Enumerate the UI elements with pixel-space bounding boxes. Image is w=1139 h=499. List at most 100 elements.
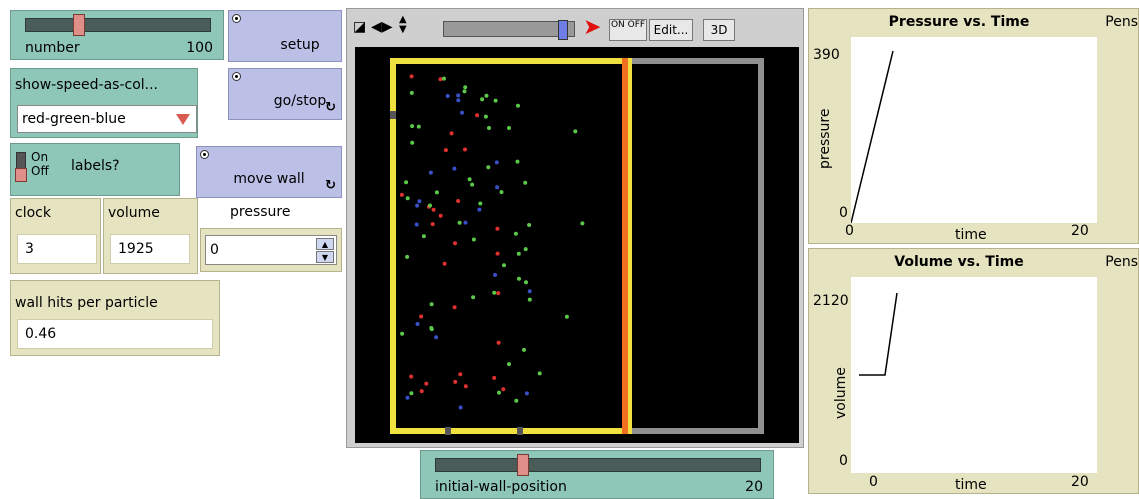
- volume-ymin: 0: [839, 453, 848, 469]
- number-slider-value: 100: [186, 40, 213, 56]
- particle: [524, 391, 529, 396]
- particle: [452, 305, 457, 310]
- number-slider-track[interactable]: [25, 18, 211, 32]
- particle: [445, 94, 450, 98]
- world-svg: [390, 58, 764, 435]
- volume-monitor: volume 1925: [103, 198, 198, 274]
- go-stop-label: go/stop: [273, 93, 327, 109]
- wall-hits-label: wall hits per particle: [15, 295, 158, 311]
- particle: [421, 234, 426, 239]
- shrink-icon[interactable]: ◪: [353, 19, 367, 35]
- pressure-ylabel: pressure: [817, 108, 833, 169]
- spinner-up-icon[interactable]: ▲: [316, 238, 334, 250]
- number-slider-thumb[interactable]: [73, 14, 85, 36]
- switch-track[interactable]: [15, 152, 27, 182]
- particle: [405, 254, 410, 259]
- particle: [580, 221, 585, 226]
- particle: [522, 347, 526, 352]
- particle: [516, 103, 520, 108]
- pressure-input[interactable]: 0 ▲ ▼: [205, 235, 337, 265]
- particle: [449, 131, 454, 136]
- pressure-series-line: [850, 50, 894, 224]
- spinner-down-icon[interactable]: ▼: [316, 251, 334, 263]
- chooser-selected-value: red-green-blue: [22, 111, 126, 127]
- wall-slider-value: 20: [745, 479, 763, 495]
- switch-off-label: Off: [31, 164, 49, 178]
- yellow-chamber-wall: [390, 58, 632, 434]
- particle: [517, 276, 521, 281]
- particle: [507, 362, 511, 367]
- particle: [428, 203, 432, 208]
- action-key-icon: [200, 150, 209, 159]
- view-updates-toggle[interactable]: ON OFF: [609, 19, 647, 41]
- particle: [410, 124, 415, 129]
- wall-slider-thumb[interactable]: [517, 454, 529, 476]
- horizontal-arrows-icon[interactable]: ◀▶: [371, 19, 393, 35]
- volume-xmin: 0: [869, 474, 878, 490]
- particle: [477, 207, 482, 212]
- pressure-ymin: 0: [839, 205, 848, 221]
- particle: [416, 124, 421, 129]
- vertical-arrows-icon[interactable]: ▲ ▼: [399, 14, 407, 35]
- particle: [496, 291, 501, 296]
- particle: [501, 387, 506, 392]
- initial-wall-position-slider[interactable]: initial-wall-position 20: [420, 450, 774, 499]
- particle: [405, 395, 410, 400]
- world-canvas[interactable]: [355, 47, 799, 443]
- forever-icon: ↻: [325, 100, 336, 115]
- particle: [453, 241, 457, 246]
- volume-xmax: 20: [1071, 474, 1089, 490]
- particle: [452, 166, 457, 171]
- particle: [497, 390, 501, 395]
- particle: [463, 384, 468, 389]
- particle: [417, 199, 422, 204]
- particle: [414, 222, 419, 227]
- particle: [537, 371, 542, 376]
- particle: [430, 222, 435, 227]
- clock-monitor: clock 3: [10, 198, 101, 274]
- pressure-plot-pens-label[interactable]: Pens: [1105, 14, 1138, 30]
- switch-on-label: On: [31, 150, 49, 164]
- 3d-button[interactable]: 3D: [703, 19, 735, 41]
- particle: [523, 180, 528, 185]
- world-view[interactable]: ◪ ◀▶ ▲ ▼ ➤ ON OFF Edit... 3D: [346, 8, 804, 448]
- particle: [484, 93, 489, 98]
- clock-value: 3: [17, 234, 97, 264]
- particle: [527, 289, 532, 294]
- onoff-label: ON OFF: [610, 20, 646, 30]
- volume-ylabel: volume: [833, 367, 849, 419]
- edit-button[interactable]: Edit...: [649, 19, 693, 41]
- speed-slider-track[interactable]: [443, 20, 575, 40]
- particle: [514, 398, 519, 403]
- setup-button[interactable]: setup: [228, 10, 342, 62]
- particle: [478, 201, 483, 206]
- continuous-update-arrow-icon[interactable]: ➤: [583, 15, 602, 40]
- move-wall-button[interactable]: move wall ↻: [196, 146, 342, 198]
- speed-slider-thumb[interactable]: [558, 20, 568, 40]
- particle: [492, 375, 497, 380]
- volume-plot-pens-label[interactable]: Pens: [1105, 254, 1138, 270]
- chevron-down-icon[interactable]: [176, 114, 190, 125]
- pressure-input-widget[interactable]: pressure 0 ▲ ▼: [198, 198, 342, 274]
- pressure-xmin: 0: [845, 223, 854, 239]
- particle: [494, 160, 499, 165]
- speed-color-chooser[interactable]: show-speed-as-col... red-green-blue: [10, 68, 198, 138]
- switch-knob[interactable]: [15, 168, 27, 182]
- number-slider[interactable]: number 100: [10, 10, 224, 60]
- wall-slider-track[interactable]: [435, 458, 761, 472]
- particle: [463, 85, 468, 90]
- particle: [434, 190, 439, 195]
- volume-plot-title: Volume vs. Time: [894, 254, 1024, 270]
- particle: [516, 251, 521, 256]
- particle: [507, 126, 511, 130]
- go-stop-button[interactable]: go/stop ↻: [228, 68, 342, 120]
- volume-plot-svg: [859, 292, 898, 376]
- particle: [409, 90, 414, 95]
- labels-switch[interactable]: On Off labels?: [10, 143, 180, 196]
- chooser-dropdown[interactable]: red-green-blue: [17, 105, 197, 133]
- particle: [524, 280, 528, 285]
- particle: [438, 77, 443, 82]
- wall-slider-label: initial-wall-position: [435, 479, 567, 495]
- particle: [483, 114, 488, 119]
- pressure-xmax: 20: [1071, 223, 1089, 239]
